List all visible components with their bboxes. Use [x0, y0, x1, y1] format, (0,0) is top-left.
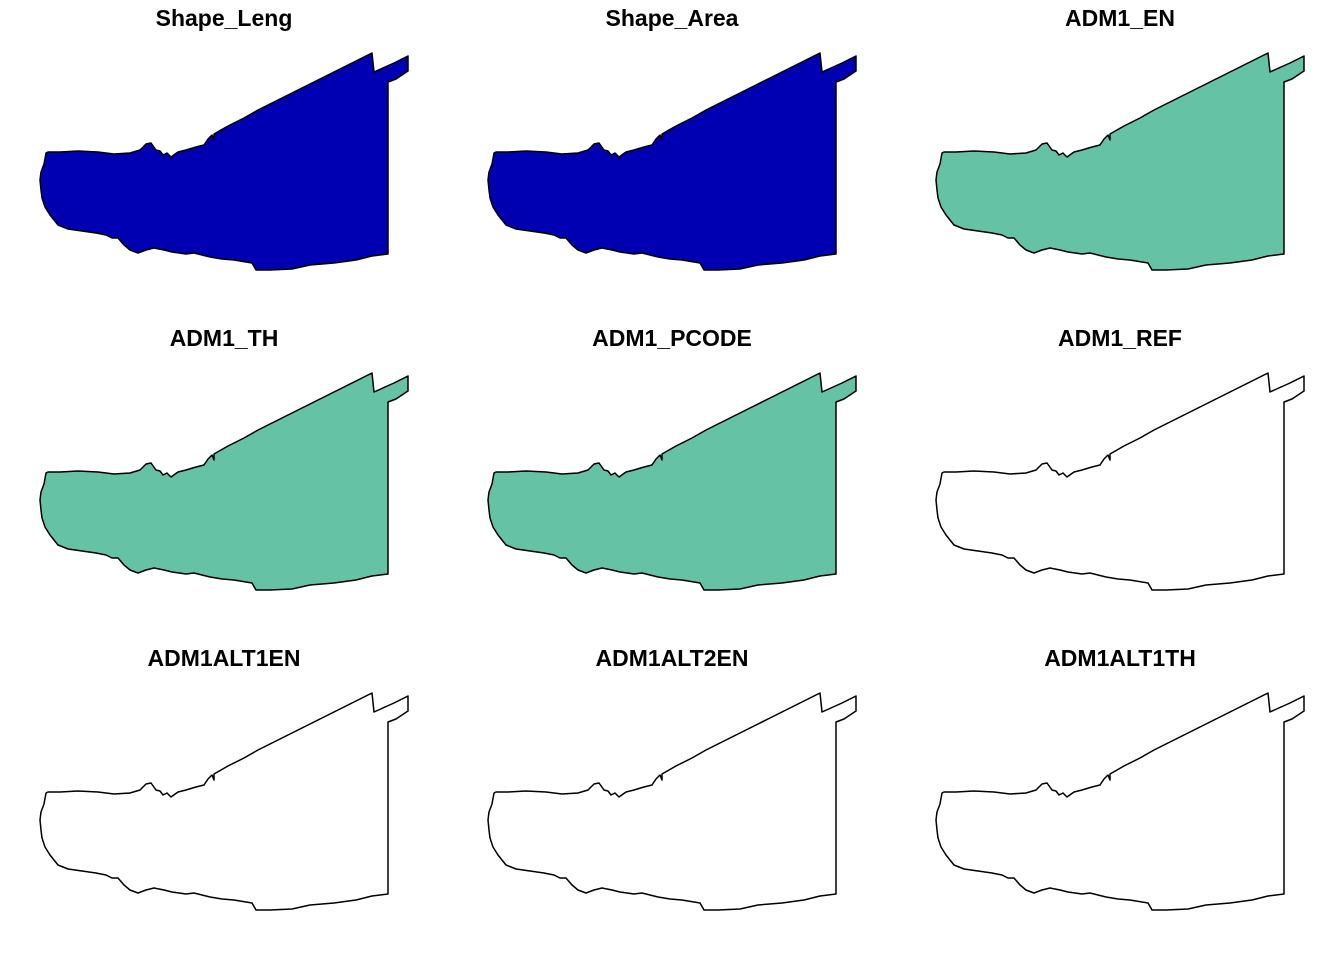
province-map [487, 52, 857, 271]
province-map [935, 372, 1305, 591]
panel-title: ADM1_EN [1065, 5, 1175, 31]
map-panel-adm1alt1en: ADM1ALT1EN [0, 640, 448, 960]
panel-title: ADM1ALT2EN [595, 645, 749, 671]
province-polygon [39, 52, 409, 271]
province-polygon [487, 692, 857, 911]
map-panel-adm1-th: ADM1_TH [0, 320, 448, 640]
map-panel-adm1-en: ADM1_EN [896, 0, 1344, 320]
province-polygon [39, 692, 409, 911]
map-panel-adm1alt2en: ADM1ALT2EN [448, 640, 896, 960]
province-map [487, 372, 857, 591]
panel-title: ADM1ALT1EN [147, 645, 301, 671]
map-panel-shape-leng: Shape_Leng [0, 0, 448, 320]
panel-title: ADM1_REF [1058, 325, 1182, 351]
panel-title: ADM1ALT1TH [1044, 645, 1196, 671]
map-panel-adm1-ref: ADM1_REF [896, 320, 1344, 640]
province-map [935, 52, 1305, 271]
province-map [487, 692, 857, 911]
map-panel-adm1-pcode: ADM1_PCODE [448, 320, 896, 640]
province-polygon [935, 692, 1305, 911]
panel-title: Shape_Leng [155, 5, 293, 31]
panel-title: ADM1_TH [169, 325, 279, 351]
panel-title: ADM1_PCODE [592, 325, 752, 351]
panel-title: Shape_Area [605, 5, 739, 31]
map-panel-adm1alt1th: ADM1ALT1TH [896, 640, 1344, 960]
province-map [39, 372, 409, 591]
province-polygon [935, 52, 1305, 271]
province-polygon [39, 372, 409, 591]
province-map [39, 52, 409, 271]
province-map [935, 692, 1305, 911]
province-map [39, 692, 409, 911]
map-panel-shape-area: Shape_Area [448, 0, 896, 320]
province-polygon [935, 372, 1305, 591]
province-polygon [487, 372, 857, 591]
province-polygon [487, 52, 857, 271]
